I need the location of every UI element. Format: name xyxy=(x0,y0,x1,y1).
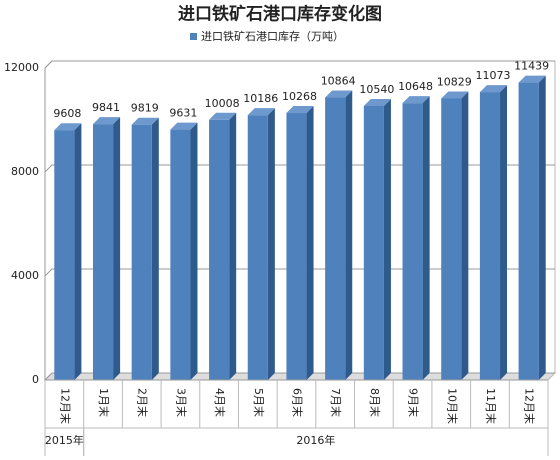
bar-side xyxy=(500,85,508,381)
legend-swatch xyxy=(190,33,197,40)
bar-side xyxy=(461,91,469,381)
bar-top xyxy=(363,98,391,106)
bar xyxy=(247,115,268,380)
bar-side xyxy=(74,123,82,380)
bar-top xyxy=(441,91,469,99)
chart-title: 进口铁矿石港口库存变化图 xyxy=(178,4,382,25)
bar-top xyxy=(479,85,508,93)
bar-side xyxy=(538,75,546,380)
value-label: 10829 xyxy=(437,75,472,88)
bar-top xyxy=(518,75,546,83)
y-tick-label: 8000 xyxy=(11,165,39,178)
bar-side xyxy=(151,117,159,381)
bar-top xyxy=(54,123,82,131)
value-label: 11439 xyxy=(514,60,549,73)
bar-side xyxy=(267,108,275,380)
bar-top xyxy=(325,90,353,98)
bar xyxy=(479,92,501,381)
group-label: 2015年 xyxy=(45,433,84,447)
bar-side xyxy=(422,96,430,380)
bar xyxy=(209,119,230,381)
x-tick-label: 2月末 xyxy=(136,388,150,417)
bar-side xyxy=(306,106,314,381)
value-label: 10268 xyxy=(282,90,317,103)
value-label: 10186 xyxy=(243,92,278,105)
bar xyxy=(441,98,462,381)
bar-top xyxy=(247,108,275,116)
x-tick-label: 12月末 xyxy=(523,388,537,424)
value-label: 9841 xyxy=(92,101,120,114)
bar xyxy=(131,124,152,381)
x-tick-label: 12月末 xyxy=(58,388,72,424)
bar-side xyxy=(190,122,198,381)
bar-top xyxy=(131,117,159,125)
x-tick-label: 11月末 xyxy=(484,388,498,424)
bar xyxy=(170,129,191,380)
value-label: 9631 xyxy=(169,107,197,120)
bar-side xyxy=(383,98,391,381)
bar-top xyxy=(170,122,198,130)
x-tick-label: 5月末 xyxy=(252,388,266,417)
x-tick-label: 4月末 xyxy=(213,388,227,417)
value-label: 11073 xyxy=(475,69,510,82)
bar xyxy=(363,105,384,381)
x-tick-label: 7月末 xyxy=(329,388,343,417)
bar xyxy=(518,82,539,380)
bar-side xyxy=(113,117,121,380)
bar xyxy=(92,124,114,380)
bar-top xyxy=(209,112,237,120)
value-label: 9608 xyxy=(53,107,81,120)
x-tick-label: 8月末 xyxy=(368,388,382,417)
value-label: 10648 xyxy=(398,80,433,93)
y-tick-label: 12000 xyxy=(4,61,39,74)
bar-side xyxy=(345,90,353,380)
bar-top xyxy=(402,96,430,104)
y-tick-label: 0 xyxy=(32,373,39,386)
x-tick-label: 1月末 xyxy=(97,388,111,417)
bar-top xyxy=(286,106,314,114)
value-label: 9819 xyxy=(131,102,159,115)
bar-side xyxy=(229,112,237,381)
bar-top xyxy=(92,117,121,125)
bar xyxy=(54,130,75,380)
group-label: 2016年 xyxy=(296,433,335,447)
bar xyxy=(286,113,307,381)
legend-label: 进口铁矿石港口库存（万吨） xyxy=(201,29,344,43)
grid-line xyxy=(44,60,555,69)
x-tick-label: 6月末 xyxy=(291,388,305,417)
bar xyxy=(325,97,346,380)
x-tick-label: 3月末 xyxy=(174,388,188,417)
value-label: 10540 xyxy=(359,83,394,96)
value-label: 10008 xyxy=(205,97,240,110)
x-tick-label: 9月末 xyxy=(407,388,421,417)
value-label: 10864 xyxy=(321,75,356,88)
bar xyxy=(402,103,423,380)
y-tick-label: 4000 xyxy=(11,269,39,282)
x-tick-label: 10月末 xyxy=(445,388,459,424)
